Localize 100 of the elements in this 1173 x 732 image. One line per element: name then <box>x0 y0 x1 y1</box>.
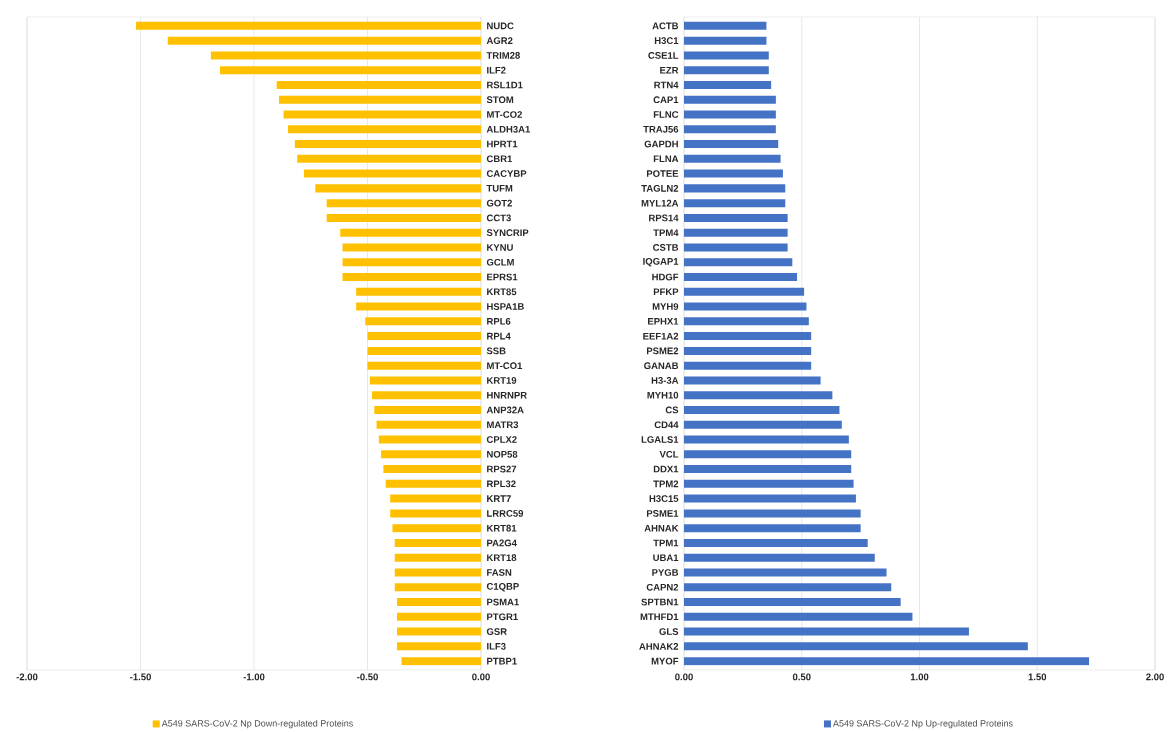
bar <box>684 494 856 503</box>
bar <box>684 642 1028 651</box>
y-tick-label: CD44 <box>654 421 679 429</box>
bar <box>684 213 788 222</box>
y-tick-label: H3C1 <box>654 37 679 45</box>
bar <box>684 228 788 237</box>
bar <box>684 317 809 326</box>
y-tick-label: PTBP1 <box>487 657 517 665</box>
bar <box>684 110 776 119</box>
bar <box>684 406 840 415</box>
y-tick-label: H3C15 <box>649 495 679 503</box>
bar <box>684 598 901 607</box>
y-tick-label: ANP32A <box>486 406 524 414</box>
y-tick-label: RPS27 <box>487 465 517 473</box>
y-tick-label: LGALS1 <box>641 436 679 443</box>
bar <box>684 199 786 208</box>
y-tick-label: C1QBP <box>486 583 519 592</box>
y-tick-label: TPM1 <box>653 539 679 547</box>
bar <box>684 509 861 518</box>
y-tick-label: RSL1D1 <box>487 81 523 89</box>
y-tick-label: MTHFD1 <box>640 613 679 621</box>
y-tick-label: IQGAP1 <box>643 258 679 267</box>
y-tick-label: KRT7 <box>487 495 511 502</box>
bar <box>684 125 776 134</box>
y-tick-label: CS <box>665 406 679 414</box>
bar <box>684 36 767 45</box>
bar <box>684 346 812 355</box>
y-tick-label: FLNC <box>653 111 679 118</box>
bar <box>684 627 969 636</box>
y-tick-label: CAP1 <box>653 96 679 104</box>
y-tick-label: FASN <box>487 569 512 576</box>
bar <box>684 583 892 592</box>
x-tick-label: 0.00 <box>675 673 693 681</box>
bar <box>684 154 781 163</box>
bar <box>684 51 769 60</box>
y-tick-label: MT-CO2 <box>487 111 522 118</box>
x-tick-label: 1.50 <box>1028 673 1047 681</box>
y-tick-label: TPM2 <box>653 480 679 488</box>
y-tick-label: NOP58 <box>487 450 518 458</box>
legend-label: A549 SARS-CoV-2 Np Up-regulated Proteins <box>832 719 1013 729</box>
y-tick-label: VCL <box>659 450 679 458</box>
bar <box>684 258 793 267</box>
y-tick-label: GOT2 <box>486 199 512 207</box>
x-tick-label: -2.00 <box>16 673 38 681</box>
bar <box>684 538 868 547</box>
y-tick-label: HNRNPR <box>487 391 527 399</box>
y-tick-label: LRRC59 <box>487 510 524 517</box>
y-tick-label: PA2G4 <box>487 539 517 547</box>
bar <box>684 612 913 621</box>
bar <box>684 287 805 296</box>
y-tick-label: STOM <box>486 96 514 104</box>
y-tick-label: CACYBP <box>486 170 527 177</box>
y-tick-label: GAPDH <box>644 140 678 148</box>
y-tick-label: PTGR1 <box>487 613 518 621</box>
y-tick-label: CBR1 <box>486 155 513 163</box>
y-tick-label: RPL4 <box>487 332 511 340</box>
y-tick-label: TPM4 <box>653 229 679 236</box>
y-tick-label: FLNA <box>653 155 679 163</box>
y-tick-label: AGR2 <box>486 37 513 45</box>
x-tick-label: 0.50 <box>792 673 811 681</box>
y-tick-label: SPTBN1 <box>641 598 679 606</box>
y-tick-label: PFKP <box>653 288 679 296</box>
y-tick-label: HSPA1B <box>487 303 524 310</box>
x-tick-label: -1.00 <box>243 673 265 681</box>
y-tick-label: MYH9 <box>652 303 679 310</box>
y-tick-label: RPL6 <box>487 318 511 325</box>
y-tick-label: TAGLN2 <box>641 185 679 192</box>
y-tick-label: GCLM <box>486 258 514 266</box>
y-tick-label: UBA1 <box>653 554 679 562</box>
bar <box>684 657 1090 666</box>
y-tick-label: PYGB <box>652 569 679 576</box>
y-tick-label: KRT81 <box>487 524 517 532</box>
y-tick-label: ILF2 <box>487 66 506 74</box>
y-tick-label: CPLX2 <box>486 436 517 443</box>
y-tick-label: MYOF <box>651 657 679 665</box>
y-tick-label: AHNAK2 <box>639 643 679 650</box>
y-tick-label: POTEE <box>646 170 679 177</box>
y-tick-label: EPRS1 <box>487 273 518 281</box>
bar <box>684 361 812 370</box>
y-tick-label: KYNU <box>487 244 513 251</box>
y-tick-label: EPHX1 <box>648 318 679 325</box>
y-tick-label: SSB <box>486 347 506 355</box>
x-tick-label: -0.50 <box>357 673 378 681</box>
y-tick-label: SYNCRIP <box>486 229 529 237</box>
bar <box>684 420 842 429</box>
bar <box>684 568 887 577</box>
y-tick-label: MYL12A <box>641 199 679 207</box>
bar <box>684 376 821 385</box>
y-tick-label: ACTB <box>652 22 679 30</box>
bar <box>684 435 849 444</box>
y-tick-label: HDGF <box>652 273 679 281</box>
y-tick-label: KRT18 <box>487 554 517 562</box>
bar <box>684 524 861 533</box>
y-tick-label: CSTB <box>653 244 679 251</box>
y-tick-label: NUDC <box>487 22 514 30</box>
bar <box>684 140 779 149</box>
bar <box>684 553 875 562</box>
y-tick-label: RPL32 <box>487 480 516 488</box>
y-tick-label: DDX1 <box>653 465 679 473</box>
bar <box>684 184 786 193</box>
